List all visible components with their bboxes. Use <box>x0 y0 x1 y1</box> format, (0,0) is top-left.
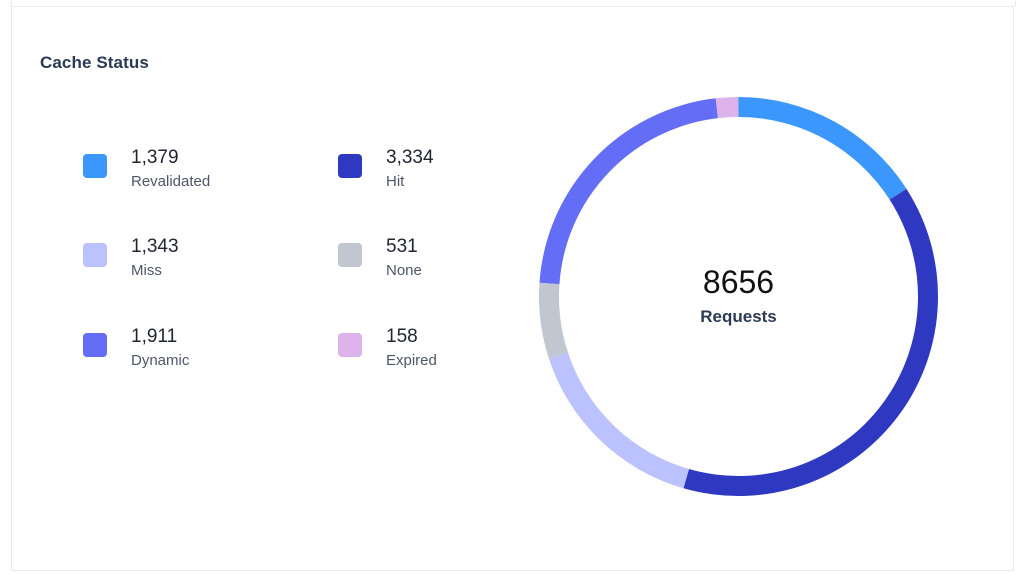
legend-item-revalidated: 1,379 Revalidated <box>83 146 210 192</box>
legend-value: 1,911 <box>131 326 178 347</box>
legend-value: 158 <box>386 326 418 347</box>
card-title: Cache Status <box>40 53 149 72</box>
legend-label: Expired <box>386 352 437 369</box>
legend-label: None <box>386 262 422 279</box>
legend-value: 3,334 <box>386 147 434 168</box>
donut-segment-dynamic[interactable] <box>539 98 718 285</box>
legend-item-expired: 158 Expired <box>338 325 437 371</box>
legend-swatch <box>338 154 362 178</box>
donut-svg <box>539 97 938 497</box>
legend-swatch <box>83 154 107 178</box>
card-top-strip <box>11 0 1016 6</box>
legend-item-none: 531 None <box>338 235 422 281</box>
cache-status-card: Cache Status 1,379 Revalidated 3,334 Hit… <box>11 6 1014 571</box>
legend-item-miss: 1,343 Miss <box>83 235 179 281</box>
legend-swatch <box>338 243 362 267</box>
legend-label: Dynamic <box>131 352 190 369</box>
donut-segment-none[interactable] <box>539 282 568 359</box>
legend-item-dynamic: 1,911 Dynamic <box>83 325 189 371</box>
legend-item-hit: 3,334 Hit <box>338 146 434 192</box>
legend-value: 1,379 <box>131 147 179 168</box>
total-requests-label: Requests <box>700 307 777 326</box>
legend-swatch <box>83 243 107 267</box>
legend-label: Miss <box>131 262 162 279</box>
legend-value: 531 <box>386 236 418 257</box>
donut-chart: 8656 Requests <box>528 86 949 507</box>
total-requests-value: 8656 <box>702 264 775 300</box>
donut-segment-miss[interactable] <box>548 352 689 489</box>
legend-label: Hit <box>386 173 405 190</box>
legend-label: Revalidated <box>131 173 211 190</box>
donut-segment-revalidated[interactable] <box>738 97 907 200</box>
donut-segment-hit[interactable] <box>683 188 938 497</box>
legend-value: 1,343 <box>131 236 179 257</box>
legend-swatch <box>338 333 362 357</box>
donut-segment-expired[interactable] <box>715 97 739 119</box>
legend-swatch <box>83 333 107 357</box>
